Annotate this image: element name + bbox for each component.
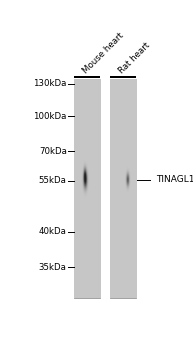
Bar [74, 80, 100, 298]
Text: Rat heart: Rat heart [117, 41, 152, 76]
Text: 55kDa: 55kDa [39, 176, 67, 185]
Text: 40kDa: 40kDa [39, 228, 67, 237]
Bar [74, 76, 100, 78]
Text: 130kDa: 130kDa [33, 79, 67, 88]
Bar [110, 76, 136, 78]
Text: 100kDa: 100kDa [33, 112, 67, 121]
Text: 35kDa: 35kDa [39, 262, 67, 272]
Text: 70kDa: 70kDa [39, 147, 67, 156]
Text: TINAGL1: TINAGL1 [156, 175, 193, 184]
Text: Mouse heart: Mouse heart [81, 31, 125, 76]
Bar [110, 80, 136, 298]
